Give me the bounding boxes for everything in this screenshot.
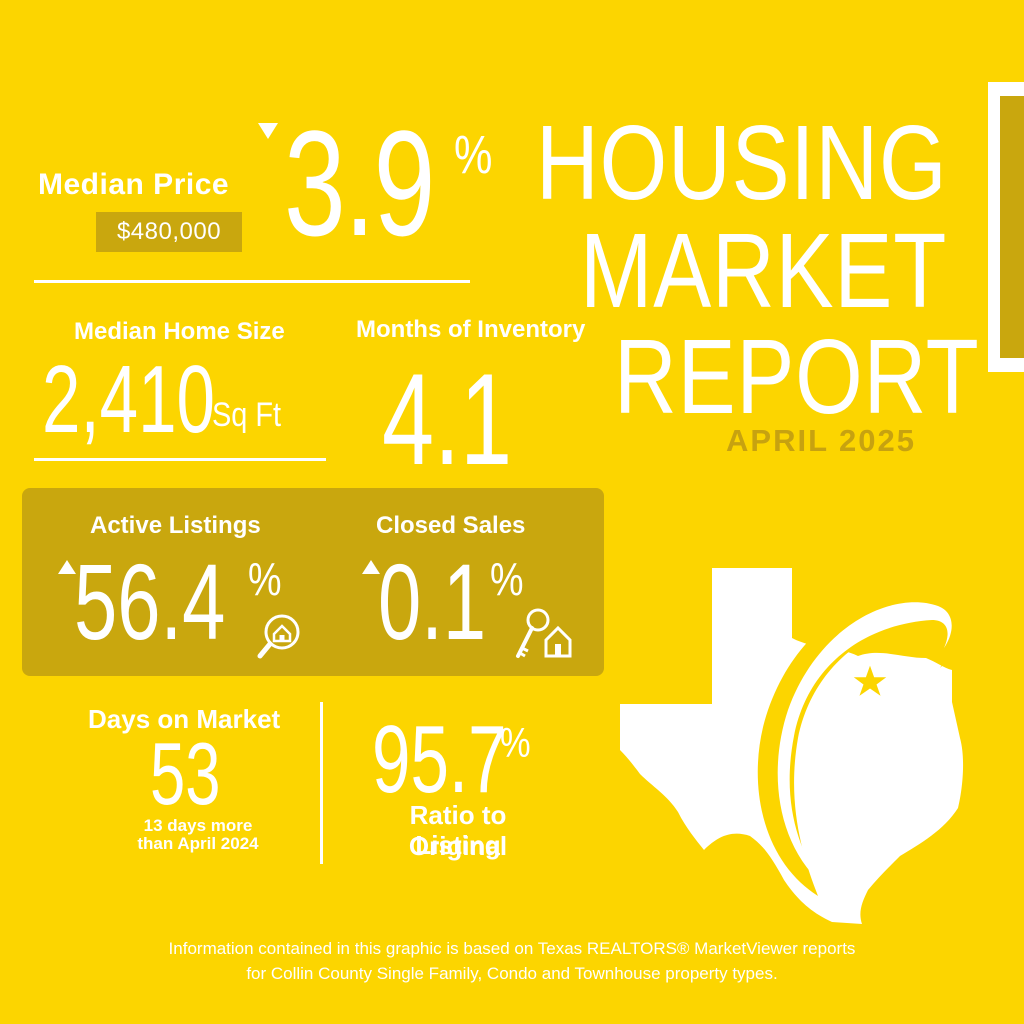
- home-size-value: 2,410: [42, 346, 215, 453]
- title-line-housing: HOUSING: [536, 104, 948, 222]
- days-on-market-label: Days on Market: [88, 704, 281, 734]
- inventory-value: 4.1: [382, 346, 513, 492]
- home-size-label: Median Home Size: [74, 318, 285, 345]
- disclaimer: Information contained in this graphic is…: [0, 936, 1024, 986]
- vertical-divider: [320, 702, 323, 864]
- disclaimer-line: Information contained in this graphic is…: [168, 939, 856, 958]
- disclaimer-line: for Collin County Single Family, Condo a…: [246, 964, 778, 983]
- frame-decoration-inner: [1000, 96, 1024, 358]
- days-on-market-value: 53: [150, 724, 221, 823]
- inventory-label: Months of Inventory: [356, 316, 586, 343]
- up-arrow-icon: [58, 560, 76, 574]
- median-price-change: 3.9: [284, 99, 435, 267]
- active-listings-unit: %: [248, 553, 282, 605]
- house-search-icon: [257, 614, 300, 659]
- report-date: APRIL 2025: [726, 423, 917, 458]
- median-price-change-unit: %: [454, 125, 493, 185]
- stats-panel: [22, 488, 604, 676]
- active-listings-label: Active Listings: [90, 512, 261, 539]
- ratio-label: Listing: [415, 830, 501, 860]
- median-price-label: Median Price: [38, 168, 230, 201]
- divider: [34, 458, 326, 461]
- active-listings-value: 56.4: [74, 541, 226, 662]
- ratio-label: Ratio to Original: [408, 800, 508, 861]
- ratio-unit: %: [500, 719, 531, 766]
- divider: [34, 280, 470, 283]
- house-keys-icon: [516, 608, 572, 658]
- title-line-report: REPORT: [614, 318, 980, 436]
- home-size-unit: Sq Ft: [212, 396, 282, 434]
- closed-sales-unit: %: [490, 553, 524, 605]
- closed-sales-label: Closed Sales: [376, 512, 526, 539]
- days-on-market-note: than April 2024: [137, 834, 259, 853]
- down-arrow-icon: [258, 123, 278, 139]
- closed-sales-value: 0.1: [378, 541, 487, 662]
- days-on-market-note: 13 days more: [143, 816, 253, 835]
- title-line-market: MARKET: [580, 212, 948, 330]
- up-arrow-icon: [362, 560, 380, 574]
- ratio-value: 95.7: [372, 706, 507, 813]
- texas-map-icon: [620, 568, 964, 924]
- median-price-value: $480,000: [96, 212, 242, 252]
